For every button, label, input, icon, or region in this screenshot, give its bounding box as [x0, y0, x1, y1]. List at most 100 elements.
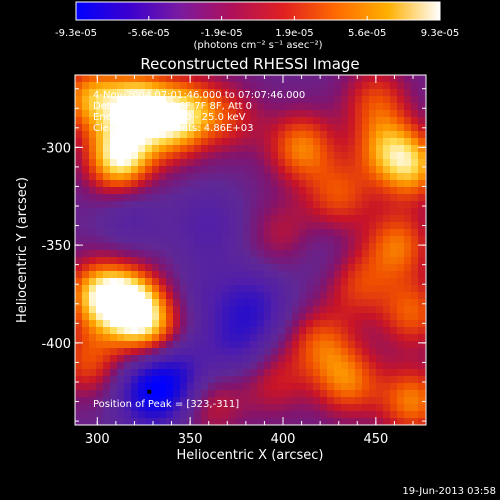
heatmap-cell: [334, 75, 342, 83]
heatmap-cell: [187, 257, 195, 265]
heatmap-cell: [250, 215, 258, 223]
heatmap-cell: [348, 264, 356, 272]
heatmap-cell: [152, 201, 160, 209]
heatmap-cell: [404, 341, 412, 349]
heatmap-cell: [320, 124, 328, 132]
heatmap-cell: [103, 159, 111, 167]
heatmap-cell: [229, 327, 237, 335]
heatmap-cell: [411, 376, 419, 384]
heatmap-cell: [299, 397, 307, 405]
heatmap-cell: [376, 271, 384, 279]
heatmap-cell: [180, 75, 188, 83]
heatmap-cell: [201, 397, 209, 405]
heatmap-cell: [82, 271, 90, 279]
chart-title: Reconstructed RHESSI Image: [140, 55, 359, 73]
heatmap-cell: [166, 96, 174, 104]
heatmap-cell: [89, 327, 97, 335]
heatmap-cell: [236, 320, 244, 328]
heatmap-cell: [271, 299, 279, 307]
heatmap-cell: [187, 299, 195, 307]
heatmap-cell: [334, 341, 342, 349]
heatmap-cell: [222, 355, 230, 363]
heatmap-cell: [152, 103, 160, 111]
heatmap-cell: [271, 236, 279, 244]
heatmap-cell: [355, 299, 363, 307]
heatmap-cell: [376, 89, 384, 97]
heatmap-cell: [75, 89, 83, 97]
heatmap-cell: [166, 383, 174, 391]
heatmap-cell: [138, 334, 146, 342]
heatmap-cell: [166, 236, 174, 244]
heatmap-cell: [376, 376, 384, 384]
y-tick-label: -400: [41, 337, 71, 352]
heatmap-cell: [103, 215, 111, 223]
heatmap-cell: [89, 194, 97, 202]
heatmap-cell: [180, 418, 188, 425]
heatmap-cell: [327, 341, 335, 349]
heatmap-cell: [229, 257, 237, 265]
heatmap-cell: [229, 299, 237, 307]
heatmap-cell: [369, 229, 377, 237]
heatmap-cell: [313, 208, 321, 216]
heatmap-cell: [159, 369, 167, 377]
heatmap-cell: [376, 180, 384, 188]
heatmap-cell: [138, 362, 146, 370]
heatmap-cell: [166, 264, 174, 272]
heatmap-cell: [341, 173, 349, 181]
heatmap-cell: [306, 278, 314, 286]
heatmap-cell: [243, 264, 251, 272]
heatmap-cell: [96, 271, 104, 279]
heatmap-cell: [355, 355, 363, 363]
heatmap-cell: [250, 341, 258, 349]
heatmap-cell: [327, 236, 335, 244]
heatmap-cell: [271, 173, 279, 181]
heatmap-cell: [285, 299, 293, 307]
heatmap-cell: [187, 285, 195, 293]
heatmap-cell: [334, 383, 342, 391]
heatmap-cell: [348, 152, 356, 160]
heatmap-cell: [306, 264, 314, 272]
heatmap-cell: [313, 215, 321, 223]
heatmap-cell: [285, 376, 293, 384]
peak-position-label: Position of Peak = [323,-311]: [93, 399, 239, 410]
heatmap-cell: [243, 383, 251, 391]
heatmap-cell: [201, 376, 209, 384]
heatmap-cell: [110, 299, 118, 307]
heatmap-cell: [341, 341, 349, 349]
heatmap-cell: [103, 145, 111, 153]
heatmap-cell: [180, 173, 188, 181]
heatmap-cell: [201, 138, 209, 146]
heatmap-cell: [376, 320, 384, 328]
heatmap-cell: [215, 327, 223, 335]
heatmap-cell: [89, 306, 97, 314]
heatmap-cell: [390, 243, 398, 251]
heatmap-cell: [397, 383, 405, 391]
heatmap-cell: [117, 236, 125, 244]
heatmap-cell: [327, 278, 335, 286]
heatmap-cell: [418, 313, 426, 321]
heatmap-cell: [397, 236, 405, 244]
heatmap-cell: [110, 264, 118, 272]
heatmap-cell: [166, 180, 174, 188]
heatmap-cell: [103, 418, 111, 425]
heatmap-cell: [362, 229, 370, 237]
heatmap-cell: [180, 292, 188, 300]
heatmap-cell: [159, 320, 167, 328]
heatmap-cell: [236, 397, 244, 405]
heatmap-cell: [348, 208, 356, 216]
heatmap-cell: [278, 215, 286, 223]
heatmap-cell: [222, 341, 230, 349]
x-tick-label: 300: [85, 432, 110, 447]
heatmap-cell: [390, 418, 398, 425]
heatmap-cell: [264, 201, 272, 209]
heatmap-cell: [341, 355, 349, 363]
heatmap-cell: [236, 117, 244, 125]
heatmap-cell: [320, 418, 328, 425]
heatmap-cell: [404, 96, 412, 104]
heatmap-cell: [278, 341, 286, 349]
heatmap-cell: [306, 411, 314, 419]
heatmap-cell: [411, 215, 419, 223]
heatmap-cell: [250, 145, 258, 153]
heatmap-cell: [404, 75, 412, 83]
heatmap-cell: [145, 278, 153, 286]
